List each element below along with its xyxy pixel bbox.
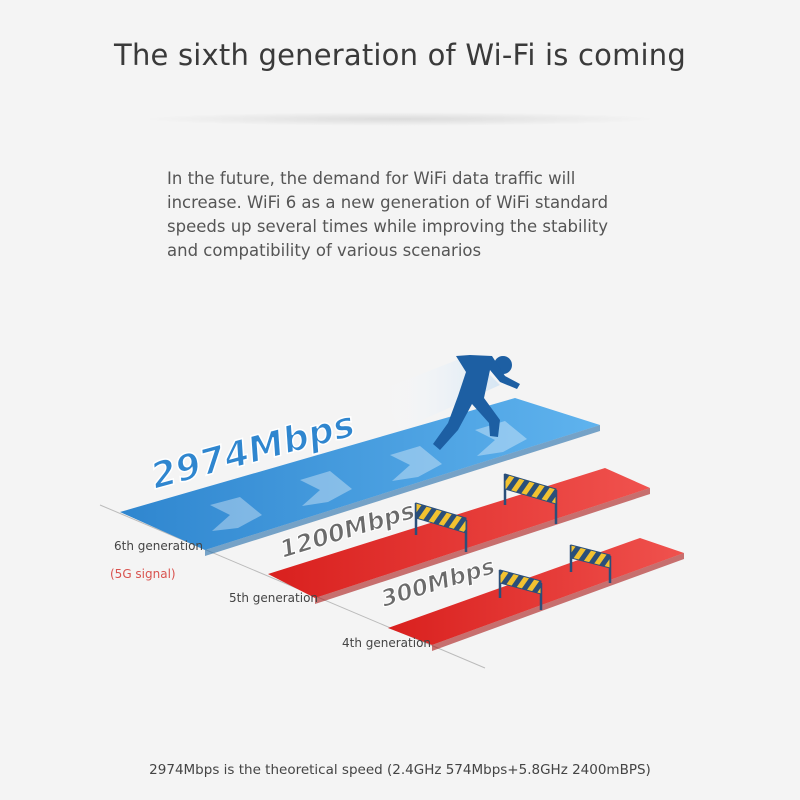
generation-label-6th: 6th generation: [114, 539, 203, 553]
generation-label-4th: 4th generation: [342, 636, 431, 650]
generation-label-5th: 5th generation: [229, 591, 318, 605]
title-divider-shadow: [140, 112, 660, 126]
intro-paragraph: In the future, the demand for WiFi data …: [167, 169, 609, 260]
track-6th-generation: [120, 398, 600, 550]
hurdle-icon: [414, 502, 468, 552]
runner-icon: [433, 355, 520, 450]
footnote: 2974Mbps is the theoretical speed (2.4GH…: [149, 762, 651, 778]
track-chevrons: [210, 421, 527, 531]
page-title: The sixth generation of Wi-Fi is coming: [114, 38, 686, 72]
hurdle-icon: [569, 544, 612, 583]
hurdle-icon: [498, 569, 543, 610]
signal-note: (5G signal): [110, 567, 176, 581]
hurdle-icon: [503, 473, 558, 524]
